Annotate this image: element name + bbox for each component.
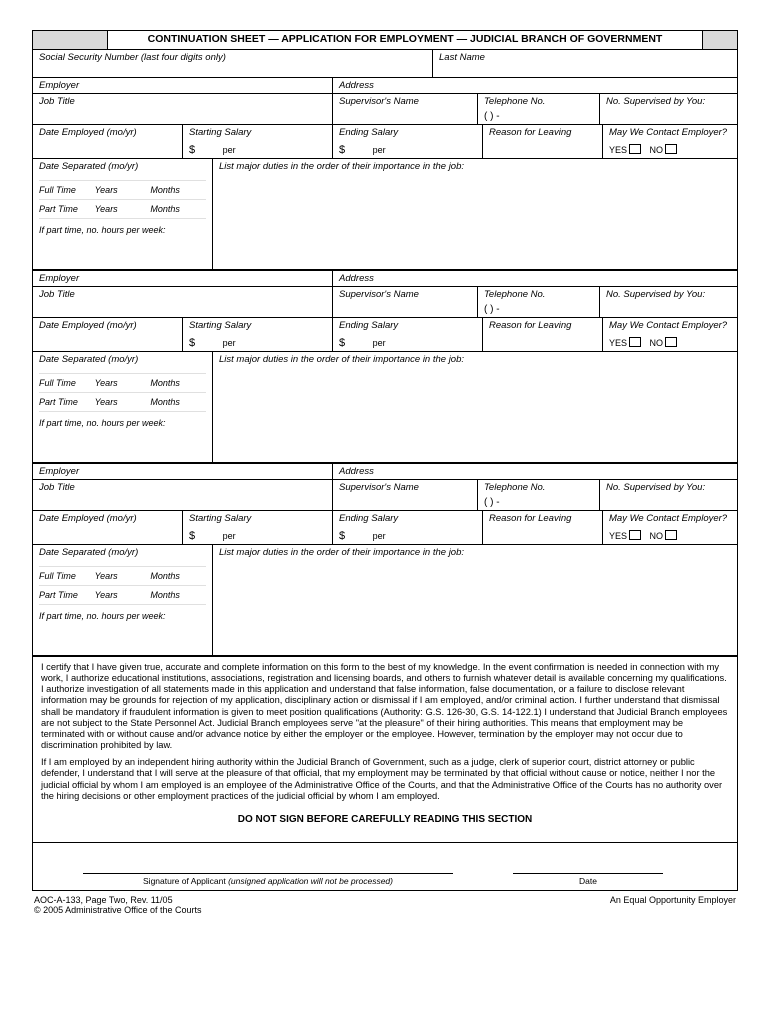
ending-salary-field[interactable]: Ending Salary$ per	[333, 511, 483, 544]
employer-field[interactable]: Employer	[33, 464, 333, 479]
fulltime-row[interactable]: Full TimeYearsMonths	[39, 566, 206, 585]
date-employed-field[interactable]: Date Employed (mo/yr)	[33, 125, 183, 158]
cert-paragraph-2: If I am employed by an independent hirin…	[41, 757, 729, 802]
address-field[interactable]: Address	[333, 271, 737, 286]
employer-field[interactable]: Employer	[33, 78, 333, 93]
parttime-row[interactable]: Part TimeYearsMonths	[39, 585, 206, 604]
employer-block: Employer Address Job Title Supervisor's …	[33, 464, 737, 657]
fulltime-row[interactable]: Full TimeYearsMonths	[39, 180, 206, 199]
ending-salary-field[interactable]: Ending Salary$ per	[333, 318, 483, 351]
lastname-field[interactable]: Last Name	[433, 50, 737, 77]
starting-salary-field[interactable]: Starting Salary$ per	[183, 125, 333, 158]
warning-text: DO NOT SIGN BEFORE CAREFULLY READING THI…	[41, 808, 729, 832]
reason-field[interactable]: Reason for Leaving	[483, 318, 603, 351]
reason-field[interactable]: Reason for Leaving	[483, 125, 603, 158]
employer-block: Employer Address Job Title Supervisor's …	[33, 78, 737, 271]
yes-checkbox[interactable]	[629, 144, 641, 154]
contact-field: May We Contact Employer?YES NO	[603, 125, 737, 158]
copyright: © 2005 Administrative Office of the Cour…	[34, 905, 202, 915]
date-line[interactable]: Date	[513, 873, 663, 886]
address-field[interactable]: Address	[333, 78, 737, 93]
date-employed-field[interactable]: Date Employed (mo/yr)	[33, 511, 183, 544]
contact-field: May We Contact Employer?YES NO	[603, 318, 737, 351]
telephone-field[interactable]: Telephone No.( ) -	[478, 287, 600, 317]
address-field[interactable]: Address	[333, 464, 737, 479]
telephone-field[interactable]: Telephone No.( ) -	[478, 94, 600, 124]
yes-checkbox[interactable]	[629, 337, 641, 347]
supervisor-field[interactable]: Supervisor's Name	[333, 480, 478, 510]
date-separated-panel: Date Separated (mo/yr) Full TimeYearsMon…	[33, 159, 213, 269]
certification-section: I certify that I have given true, accura…	[33, 657, 737, 843]
no-checkbox[interactable]	[665, 144, 677, 154]
date-separated-panel: Date Separated (mo/yr) Full TimeYearsMon…	[33, 545, 213, 655]
duties-field[interactable]: List major duties in the order of their …	[213, 159, 737, 269]
duties-field[interactable]: List major duties in the order of their …	[213, 545, 737, 655]
fulltime-row[interactable]: Full TimeYearsMonths	[39, 373, 206, 392]
telephone-field[interactable]: Telephone No.( ) -	[478, 480, 600, 510]
hours-row[interactable]: If part time, no. hours per week:	[39, 604, 206, 621]
parttime-row[interactable]: Part TimeYearsMonths	[39, 199, 206, 218]
ssn-field[interactable]: Social Security Number (last four digits…	[33, 50, 433, 77]
parttime-row[interactable]: Part TimeYearsMonths	[39, 392, 206, 411]
contact-field: May We Contact Employer?YES NO	[603, 511, 737, 544]
eoe-text: An Equal Opportunity Employer	[610, 895, 736, 915]
reason-field[interactable]: Reason for Leaving	[483, 511, 603, 544]
employer-field[interactable]: Employer	[33, 271, 333, 286]
no-checkbox[interactable]	[665, 337, 677, 347]
yes-checkbox[interactable]	[629, 530, 641, 540]
signature-line[interactable]: Signature of Applicant (unsigned applica…	[83, 873, 453, 886]
employer-block: Employer Address Job Title Supervisor's …	[33, 271, 737, 464]
ending-salary-field[interactable]: Ending Salary$ per	[333, 125, 483, 158]
starting-salary-field[interactable]: Starting Salary$ per	[183, 511, 333, 544]
date-separated-label[interactable]: Date Separated (mo/yr)	[39, 547, 206, 566]
no-checkbox[interactable]	[665, 530, 677, 540]
header-row: Social Security Number (last four digits…	[33, 50, 737, 78]
form-page: CONTINUATION SHEET — APPLICATION FOR EMP…	[32, 30, 738, 891]
supervisor-field[interactable]: Supervisor's Name	[333, 94, 478, 124]
supervisor-field[interactable]: Supervisor's Name	[333, 287, 478, 317]
cert-paragraph-1: I certify that I have given true, accura…	[41, 662, 729, 751]
hours-row[interactable]: If part time, no. hours per week:	[39, 218, 206, 235]
date-employed-field[interactable]: Date Employed (mo/yr)	[33, 318, 183, 351]
title-row: CONTINUATION SHEET — APPLICATION FOR EMP…	[33, 31, 737, 50]
jobtitle-field[interactable]: Job Title	[33, 480, 333, 510]
date-separated-panel: Date Separated (mo/yr) Full TimeYearsMon…	[33, 352, 213, 462]
form-id: AOC-A-133, Page Two, Rev. 11/05	[34, 895, 202, 905]
footer: AOC-A-133, Page Two, Rev. 11/05 © 2005 A…	[32, 891, 738, 915]
jobtitle-field[interactable]: Job Title	[33, 287, 333, 317]
supervised-field[interactable]: No. Supervised by You:	[600, 94, 737, 124]
duties-field[interactable]: List major duties in the order of their …	[213, 352, 737, 462]
form-title: CONTINUATION SHEET — APPLICATION FOR EMP…	[108, 31, 702, 49]
hours-row[interactable]: If part time, no. hours per week:	[39, 411, 206, 428]
jobtitle-field[interactable]: Job Title	[33, 94, 333, 124]
supervised-field[interactable]: No. Supervised by You:	[600, 480, 737, 510]
signature-row: Signature of Applicant (unsigned applica…	[33, 843, 737, 890]
date-separated-label[interactable]: Date Separated (mo/yr)	[39, 354, 206, 373]
starting-salary-field[interactable]: Starting Salary$ per	[183, 318, 333, 351]
date-separated-label[interactable]: Date Separated (mo/yr)	[39, 161, 206, 180]
supervised-field[interactable]: No. Supervised by You:	[600, 287, 737, 317]
shade-left	[33, 31, 108, 49]
shade-right	[702, 31, 737, 49]
